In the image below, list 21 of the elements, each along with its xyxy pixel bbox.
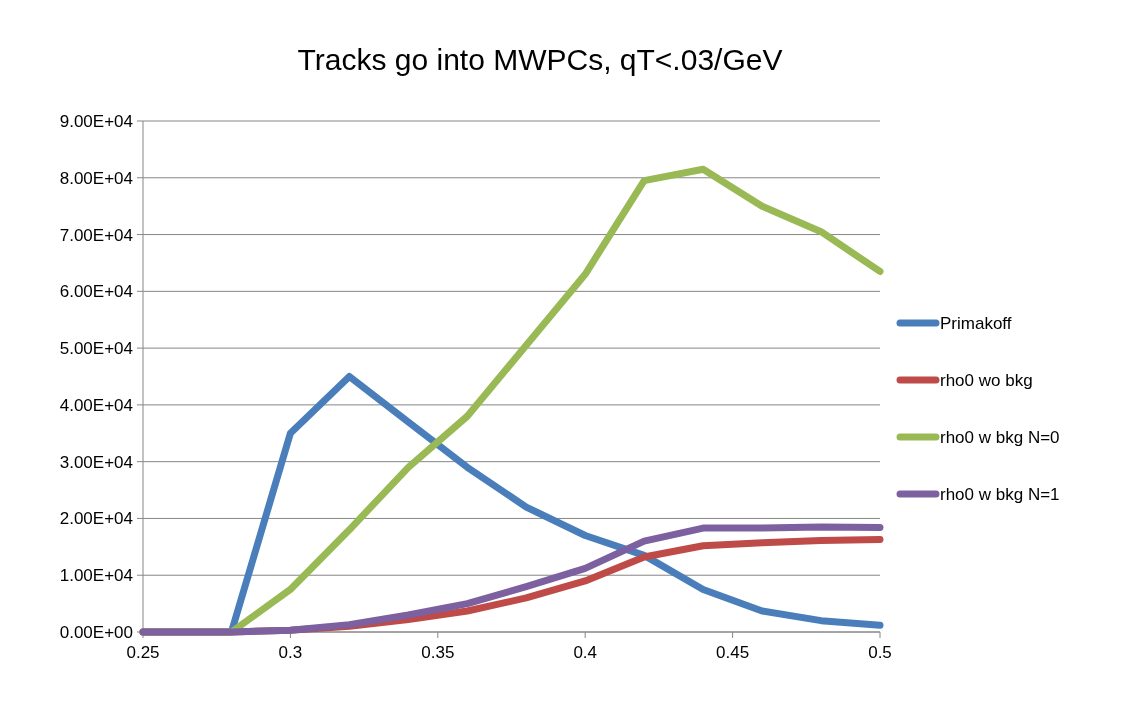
legend-label: rho0 wo bkg [940, 370, 1033, 390]
y-tick-label: 7.00E+04 [59, 225, 133, 245]
y-tick-label: 3.00E+04 [59, 452, 133, 472]
x-tick-label: 0.35 [421, 643, 455, 662]
y-tick-label: 8.00E+04 [59, 168, 133, 188]
y-tick-label: 4.00E+04 [59, 395, 133, 415]
legend-label: rho0 w bkg N=1 [940, 484, 1060, 504]
y-tick-label: 5.00E+04 [59, 339, 133, 359]
x-tick-label: 0.45 [716, 643, 750, 662]
x-tick-label: 0.25 [126, 643, 160, 662]
y-tick-label: 1.00E+04 [59, 566, 133, 586]
x-tick-label: 0.5 [868, 643, 892, 662]
y-tick-label: 6.00E+04 [59, 282, 133, 302]
y-tick-label: 9.00E+04 [59, 111, 133, 131]
x-tick-label: 0.4 [573, 643, 598, 662]
y-tick-label: 0.00E+00 [59, 622, 133, 642]
legend-label: rho0 w bkg N=0 [940, 427, 1060, 447]
legend-label: Primakoff [940, 313, 1012, 333]
y-tick-label: 2.00E+04 [59, 509, 133, 529]
x-tick-label: 0.3 [278, 643, 303, 662]
chart-title: Tracks go into MWPCs, qT<.03/GeV [297, 43, 783, 76]
